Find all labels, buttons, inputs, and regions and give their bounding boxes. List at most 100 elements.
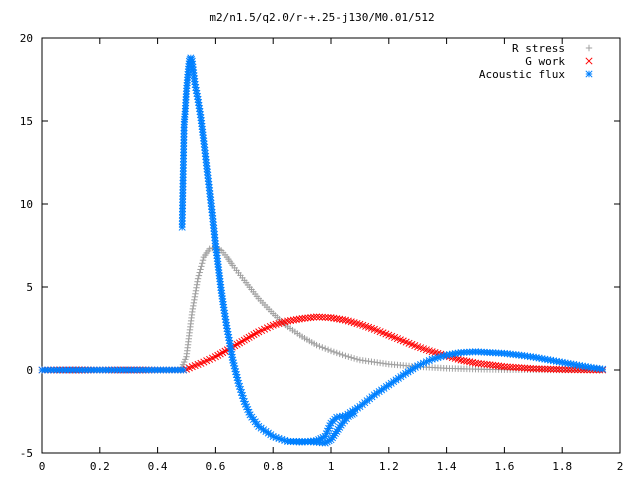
data-point — [193, 281, 201, 288]
data-point — [599, 365, 607, 373]
data-point — [180, 366, 188, 374]
data-point — [529, 365, 537, 373]
data-point — [180, 358, 188, 366]
data-point — [190, 302, 197, 310]
data-point — [471, 359, 480, 367]
data-point — [345, 353, 352, 360]
data-point — [194, 278, 201, 285]
data-point — [483, 360, 491, 369]
data-point — [348, 354, 355, 361]
data-point — [196, 269, 203, 276]
data-point — [192, 290, 199, 297]
data-point — [477, 360, 485, 368]
data-point — [318, 313, 326, 321]
data-point — [189, 308, 196, 316]
x-tick-label: 1.6 — [494, 460, 514, 473]
data-point — [518, 364, 526, 372]
x-tick-label: 2 — [617, 460, 624, 473]
data-point — [509, 363, 517, 371]
y-tick-label: 0 — [26, 364, 33, 377]
data-point — [330, 314, 338, 322]
data-point — [506, 363, 514, 371]
data-point — [191, 293, 199, 301]
y-tick-label: 5 — [26, 281, 33, 294]
data-point — [319, 344, 326, 351]
data-point — [532, 365, 540, 373]
data-point — [284, 317, 292, 325]
data-point — [489, 361, 497, 369]
data-point — [295, 315, 303, 323]
legend-marker — [585, 70, 593, 78]
y-axis-ticks: 20 15 10 5 0 -5 — [20, 32, 620, 460]
plot-area — [38, 54, 607, 447]
data-point — [192, 287, 200, 294]
data-point — [333, 315, 341, 323]
data-point — [330, 348, 338, 356]
data-point — [466, 358, 474, 366]
legend-label: R stress — [512, 42, 565, 55]
chart-title: m2/n1.5/q2.0/r-+.25-j130/M0.01/512 — [209, 11, 434, 24]
data-point — [292, 315, 300, 324]
data-point — [544, 365, 552, 373]
x-tick-label: 0 — [39, 460, 46, 473]
data-point — [307, 313, 315, 322]
data-point — [312, 313, 321, 321]
series-g-work — [38, 313, 607, 374]
y-tick-label: 20 — [20, 32, 33, 45]
data-point — [324, 346, 332, 353]
data-point — [469, 358, 477, 366]
data-point — [495, 362, 503, 370]
x-tick-label: 0.6 — [205, 460, 225, 473]
data-point — [333, 349, 340, 357]
data-point — [199, 257, 207, 264]
data-point — [336, 350, 343, 358]
y-tick-label: 10 — [20, 198, 33, 211]
data-point — [561, 365, 569, 374]
x-tick-label: 0.4 — [148, 460, 168, 473]
data-point — [327, 314, 335, 322]
data-point — [195, 272, 203, 279]
x-tick-label: 1.4 — [437, 460, 457, 473]
data-point — [342, 352, 349, 360]
data-point — [190, 299, 198, 307]
data-point — [198, 260, 206, 267]
data-point — [523, 364, 532, 372]
x-tick-label: 0.2 — [90, 460, 110, 473]
y-tick-label: -5 — [20, 447, 33, 460]
data-point — [503, 363, 511, 371]
data-point — [512, 363, 520, 372]
data-point — [182, 356, 189, 363]
data-point — [535, 365, 543, 373]
data-point — [497, 362, 506, 370]
legend-label: G work — [525, 55, 565, 68]
data-point — [474, 359, 482, 367]
data-point — [301, 314, 309, 322]
data-point — [460, 357, 468, 365]
data-point — [198, 263, 205, 270]
data-point — [315, 313, 323, 321]
data-point — [350, 409, 358, 417]
data-point — [558, 365, 566, 374]
data-point — [179, 361, 187, 368]
data-point — [286, 316, 295, 325]
data-point — [197, 266, 204, 273]
data-point — [538, 365, 546, 373]
data-point — [321, 313, 329, 321]
plot-frame — [41, 37, 621, 454]
data-point — [298, 314, 306, 323]
data-point — [322, 345, 329, 352]
x-tick-label: 1 — [328, 460, 335, 473]
y-tick-label: 15 — [20, 115, 33, 128]
data-point — [552, 365, 560, 373]
data-point — [206, 245, 213, 253]
data-point — [463, 357, 471, 365]
data-point — [289, 316, 297, 324]
data-point — [521, 364, 529, 372]
data-point — [555, 365, 563, 373]
data-point — [480, 360, 488, 368]
data-point — [189, 305, 197, 313]
data-point — [547, 365, 555, 373]
data-point — [194, 275, 202, 282]
